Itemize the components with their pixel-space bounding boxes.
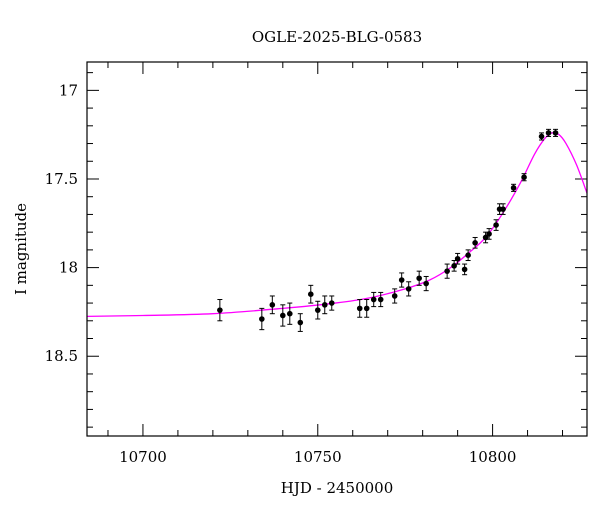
data-point <box>321 302 328 308</box>
data-point <box>472 239 478 246</box>
data-point <box>363 305 370 312</box>
data-point <box>280 312 286 319</box>
data-point <box>286 310 293 317</box>
data-point <box>314 307 321 313</box>
data-point <box>486 231 492 237</box>
model-curve <box>87 132 587 318</box>
x-axis-label: HJD - 2450000 <box>281 479 394 497</box>
data-point <box>510 185 517 191</box>
data-point <box>538 133 545 140</box>
data-point <box>217 307 223 313</box>
data-point <box>391 293 398 299</box>
x-tick-label: 10750 <box>294 448 342 466</box>
chart-title: OGLE-2025-BLG-0583 <box>252 28 422 46</box>
data-point <box>461 266 468 273</box>
data-point <box>444 268 450 274</box>
data-point <box>521 174 527 181</box>
data-point <box>356 305 363 312</box>
data-point <box>328 300 335 306</box>
data-point <box>269 302 276 308</box>
data-point <box>259 316 265 322</box>
y-tick-label: 17 <box>59 81 78 99</box>
data-point <box>465 252 471 259</box>
x-tick-label: 10800 <box>469 448 517 466</box>
data-point <box>370 296 377 303</box>
y-axis-label: I magnitude <box>12 203 30 295</box>
data-point <box>423 280 429 287</box>
y-tick-label: 17.5 <box>45 170 78 188</box>
data-point <box>545 130 552 136</box>
data-point <box>377 296 384 303</box>
data-point <box>297 319 304 326</box>
data-point <box>416 275 422 282</box>
x-tick-label: 10700 <box>119 448 167 466</box>
data-point <box>307 291 314 297</box>
data-point <box>405 286 412 292</box>
data-points <box>217 128 559 332</box>
plot-frame <box>86 61 588 437</box>
data-point <box>500 206 506 212</box>
data-point <box>398 277 405 283</box>
data-point <box>454 255 461 262</box>
y-tick-label: 18.5 <box>45 347 78 365</box>
tick-labels: 10700 10750 10800 17 17.5 18 18.5 <box>45 81 517 466</box>
y-tick-label: 18 <box>59 259 78 277</box>
data-point <box>493 222 499 228</box>
axis-ticks <box>87 62 587 436</box>
data-point <box>552 130 559 136</box>
